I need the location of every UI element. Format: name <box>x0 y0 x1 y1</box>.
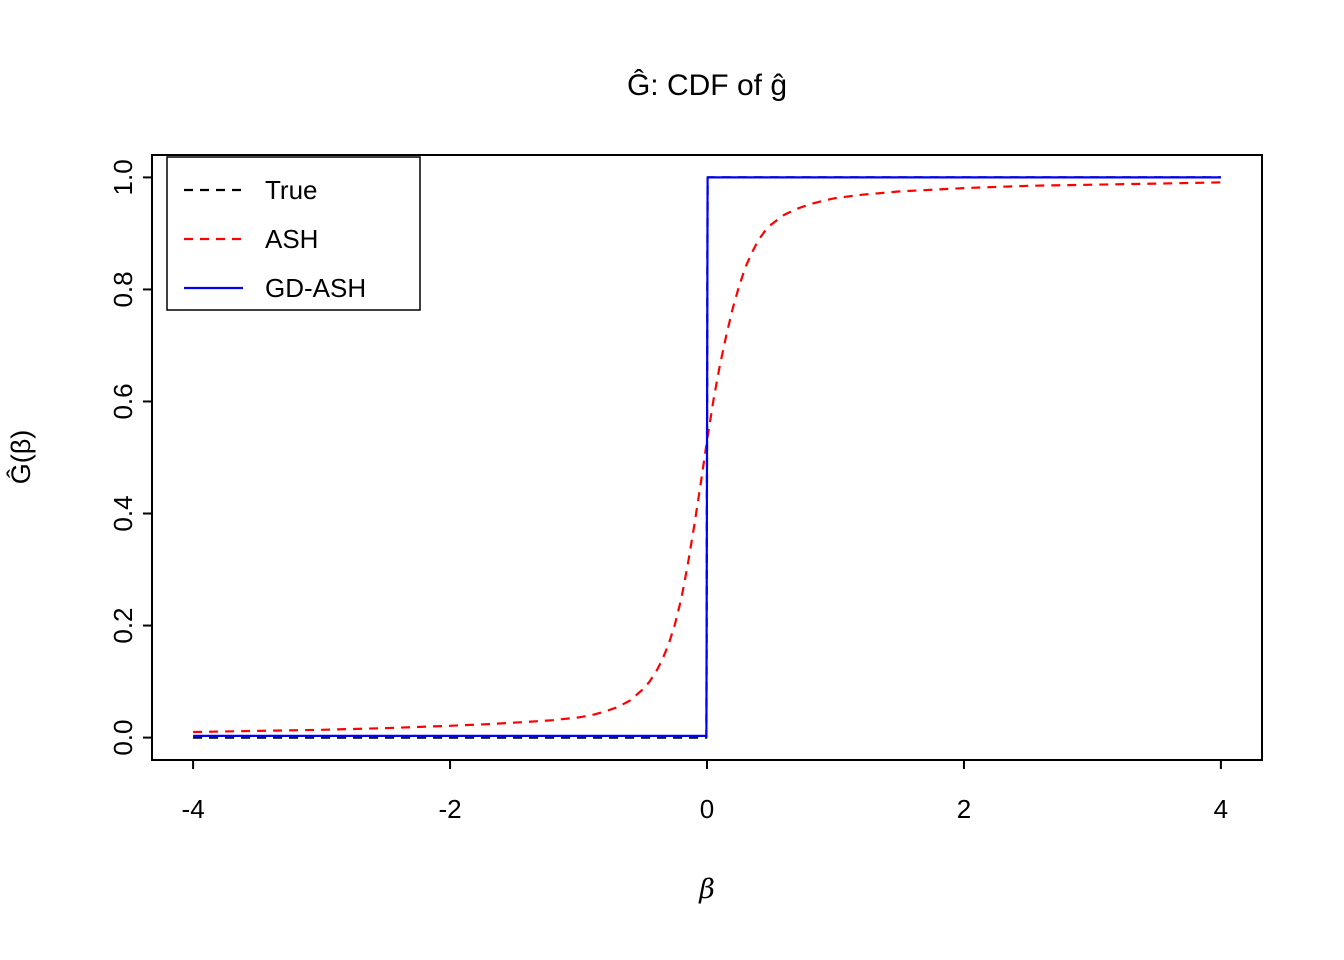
plot-area: -4 -2 0 2 4 0.0 0.2 0.4 0.6 0.8 1.0 True ASH GD-ASH <box>108 154 1263 824</box>
y-tick-label: 0.0 <box>108 720 138 756</box>
legend-label: True <box>265 175 318 205</box>
y-tick-label: 1.0 <box>108 159 138 195</box>
series-line-ash <box>193 181 1221 734</box>
y-tick-label: 0.6 <box>108 383 138 419</box>
x-axis-label: β <box>698 874 715 905</box>
x-tick-label: -4 <box>182 794 205 824</box>
x-tick-label: 2 <box>957 794 971 824</box>
chart-title: Ĝ: CDF of ĝ <box>627 68 787 102</box>
series-line-gd-ash <box>193 176 1221 737</box>
y-axis-label: Ĝ(β) <box>5 430 36 485</box>
legend-label: ASH <box>265 224 318 254</box>
legend-label: GD-ASH <box>265 273 366 303</box>
x-tick-label: 4 <box>1214 794 1228 824</box>
x-tick-label: -2 <box>438 794 461 824</box>
y-tick-label: 0.8 <box>108 271 138 307</box>
legend-box <box>166 156 421 311</box>
x-tick-label: 0 <box>700 794 714 824</box>
y-tick-label: 0.4 <box>108 495 138 531</box>
y-tick-label: 0.2 <box>108 607 138 643</box>
plot-frame <box>151 154 1263 761</box>
